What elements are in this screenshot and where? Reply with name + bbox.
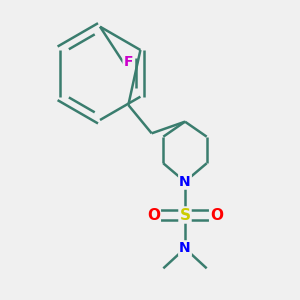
Text: N: N	[179, 175, 191, 189]
Text: N: N	[179, 241, 191, 255]
Text: F: F	[124, 55, 133, 69]
Text: S: S	[179, 208, 191, 223]
Text: O: O	[147, 208, 160, 223]
Text: O: O	[210, 208, 223, 223]
